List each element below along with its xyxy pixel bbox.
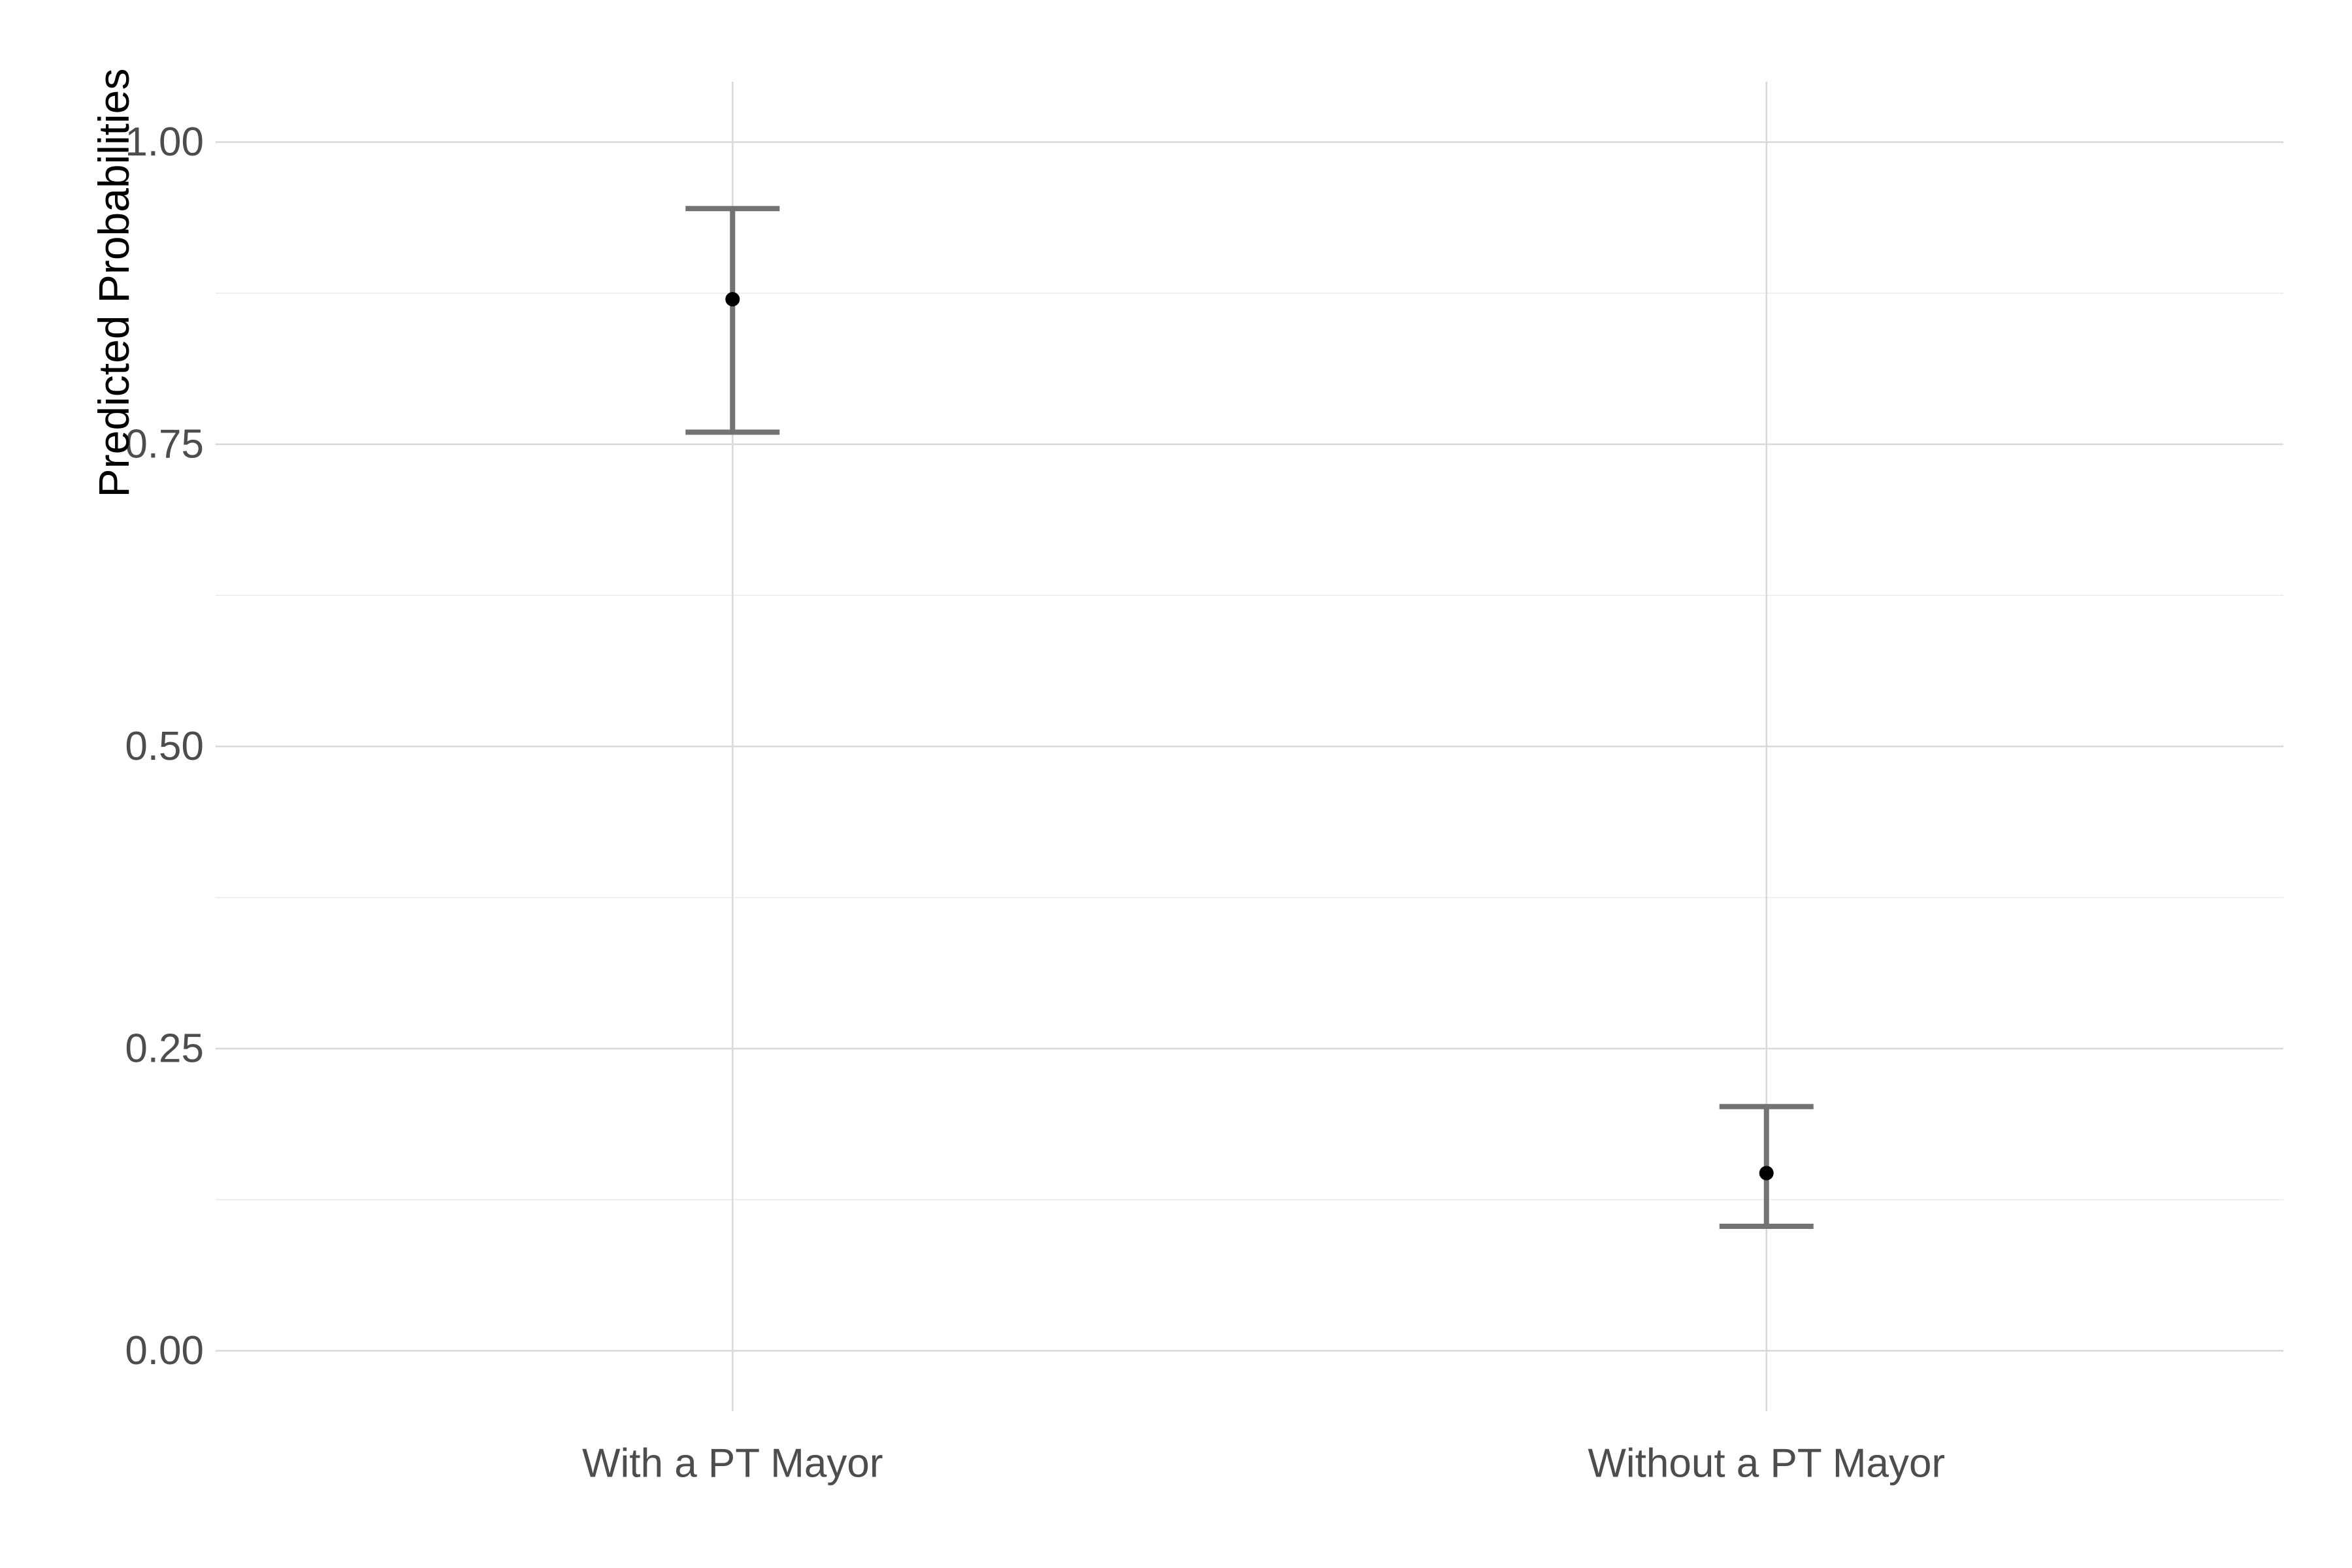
errorbars — [685, 206, 1814, 1229]
y-axis-title: Predicted Probabilities — [90, 69, 138, 498]
x-axis-ticks: With a PT Mayor Without a PT Mayor — [582, 1441, 1945, 1486]
estimate-point — [725, 292, 740, 306]
grid — [216, 82, 2283, 1411]
y-tick-label: 0.75 — [125, 422, 204, 467]
y-tick-label: 0.25 — [125, 1026, 204, 1071]
y-tick-label: 0.00 — [125, 1328, 204, 1373]
y-tick-label: 0.50 — [125, 724, 204, 769]
errorbar — [685, 206, 780, 435]
x-tick-label: With a PT Mayor — [582, 1441, 883, 1486]
x-tick-label: Without a PT Mayor — [1588, 1441, 1945, 1486]
y-tick-label: 1.00 — [125, 120, 204, 165]
points — [725, 292, 1774, 1181]
estimate-point — [1759, 1166, 1774, 1181]
y-axis-ticks: 0.00 0.25 0.50 0.75 1.00 — [125, 120, 204, 1373]
